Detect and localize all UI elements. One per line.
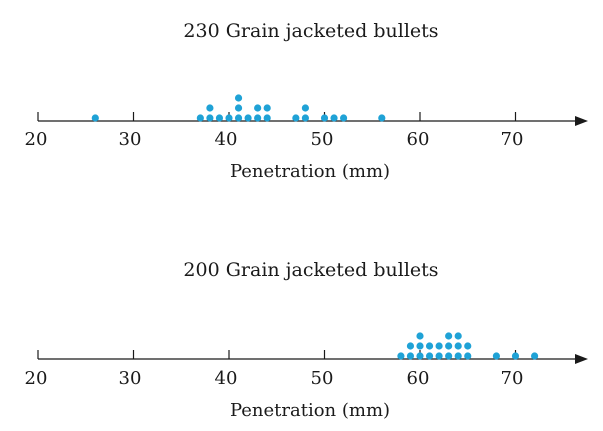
x-axis-label-230: Penetration (mm) [230,161,390,182]
data-point [254,114,262,122]
data-point [301,114,309,122]
data-point [492,352,500,360]
data-point [234,94,243,102]
data-point [454,352,462,360]
data-point [464,352,472,360]
data-point [416,352,424,360]
data-point [454,342,462,350]
tick-label-50: 50 [311,368,334,389]
data-point [263,104,271,112]
data-point [206,104,214,112]
data-point [234,114,243,122]
data-point [406,352,415,360]
data-point [454,332,462,340]
tick-label-50: 50 [311,129,334,150]
tick-label-40: 40 [215,129,238,150]
chart-title-200: 200 Grain jacketed bullets [183,259,438,281]
data-point [406,342,415,350]
tick-label-20: 20 [25,368,48,389]
data-point [263,114,271,122]
data-point [206,114,214,122]
dot-plot-200-grain: 200 Grain jacketed bullets 20 30 40 50 6… [25,259,588,421]
data-point [435,342,443,350]
tick-label-30: 30 [119,368,142,389]
chart-title-230: 230 Grain jacketed bullets [183,20,438,42]
tick-marks-230 [37,112,517,121]
axis-arrowhead-200 [575,354,588,364]
data-point [320,114,329,122]
data-point [244,114,252,122]
data-point [425,342,434,350]
data-point [445,332,453,340]
tick-label-30: 30 [119,129,142,150]
data-point [445,342,453,350]
data-point [234,104,243,112]
data-points-230 [91,94,386,122]
data-point [225,114,233,122]
x-axis-label-200: Penetration (mm) [230,400,390,421]
data-point [464,342,472,350]
data-points-200 [397,332,539,360]
axis-arrowhead-230 [575,116,588,126]
data-point [340,114,348,122]
tick-label-20: 20 [25,129,48,150]
tick-label-70: 70 [501,129,524,150]
tick-label-70: 70 [501,368,524,389]
data-point [196,114,204,122]
data-point [301,104,309,112]
tick-label-60: 60 [407,129,430,150]
data-point [425,352,434,360]
data-point [416,342,424,350]
data-point [378,114,386,122]
data-point [254,104,262,112]
data-point [215,114,224,122]
tick-marks-200 [37,350,517,359]
data-point [397,352,405,360]
data-point [435,352,443,360]
data-point [330,114,338,122]
tick-label-60: 60 [407,368,430,389]
data-point [416,332,424,340]
data-point [511,352,520,360]
data-point [445,352,453,360]
data-point [91,114,99,122]
dot-plot-230-grain: 230 Grain jacketed bullets 20 30 40 50 6… [25,20,588,182]
data-point [292,114,300,122]
data-point [531,352,539,360]
tick-label-40: 40 [215,368,238,389]
